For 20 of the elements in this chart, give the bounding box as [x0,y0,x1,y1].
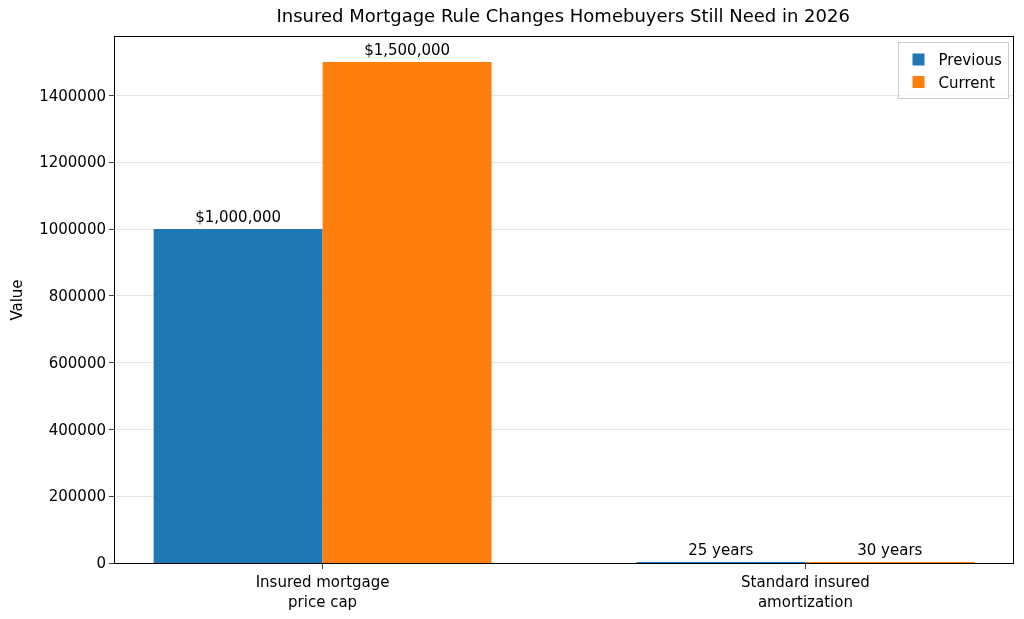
bar [153,229,323,563]
y-tick-label: 800000 [48,287,106,306]
data-label: 30 years [857,541,923,559]
y-tick-label: 200000 [48,487,106,506]
data-label: $1,500,000 [364,41,451,60]
x-tick-label: Insured mortgage price cap [255,573,390,611]
legend-label: Current [938,73,995,92]
y-tick-label: 0 [96,554,106,573]
y-tick-label: 600000 [48,353,106,372]
data-label: 25 years [688,541,754,559]
x-tick-label: Standard insured amortization [741,573,870,611]
y-tick-label: 400000 [48,420,106,439]
y-tick-label: 1400000 [39,86,106,105]
bar [322,62,492,563]
data-label: $1,000,000 [195,208,282,227]
y-tick-label: 1000000 [39,220,106,239]
legend-label: Previous [938,51,1003,70]
y-axis-title: Value [8,279,27,321]
y-tick-label: 1200000 [39,153,106,172]
chart-title: Insured Mortgage Rule Changes Homebuyers Still Need in 2026 [276,4,850,26]
